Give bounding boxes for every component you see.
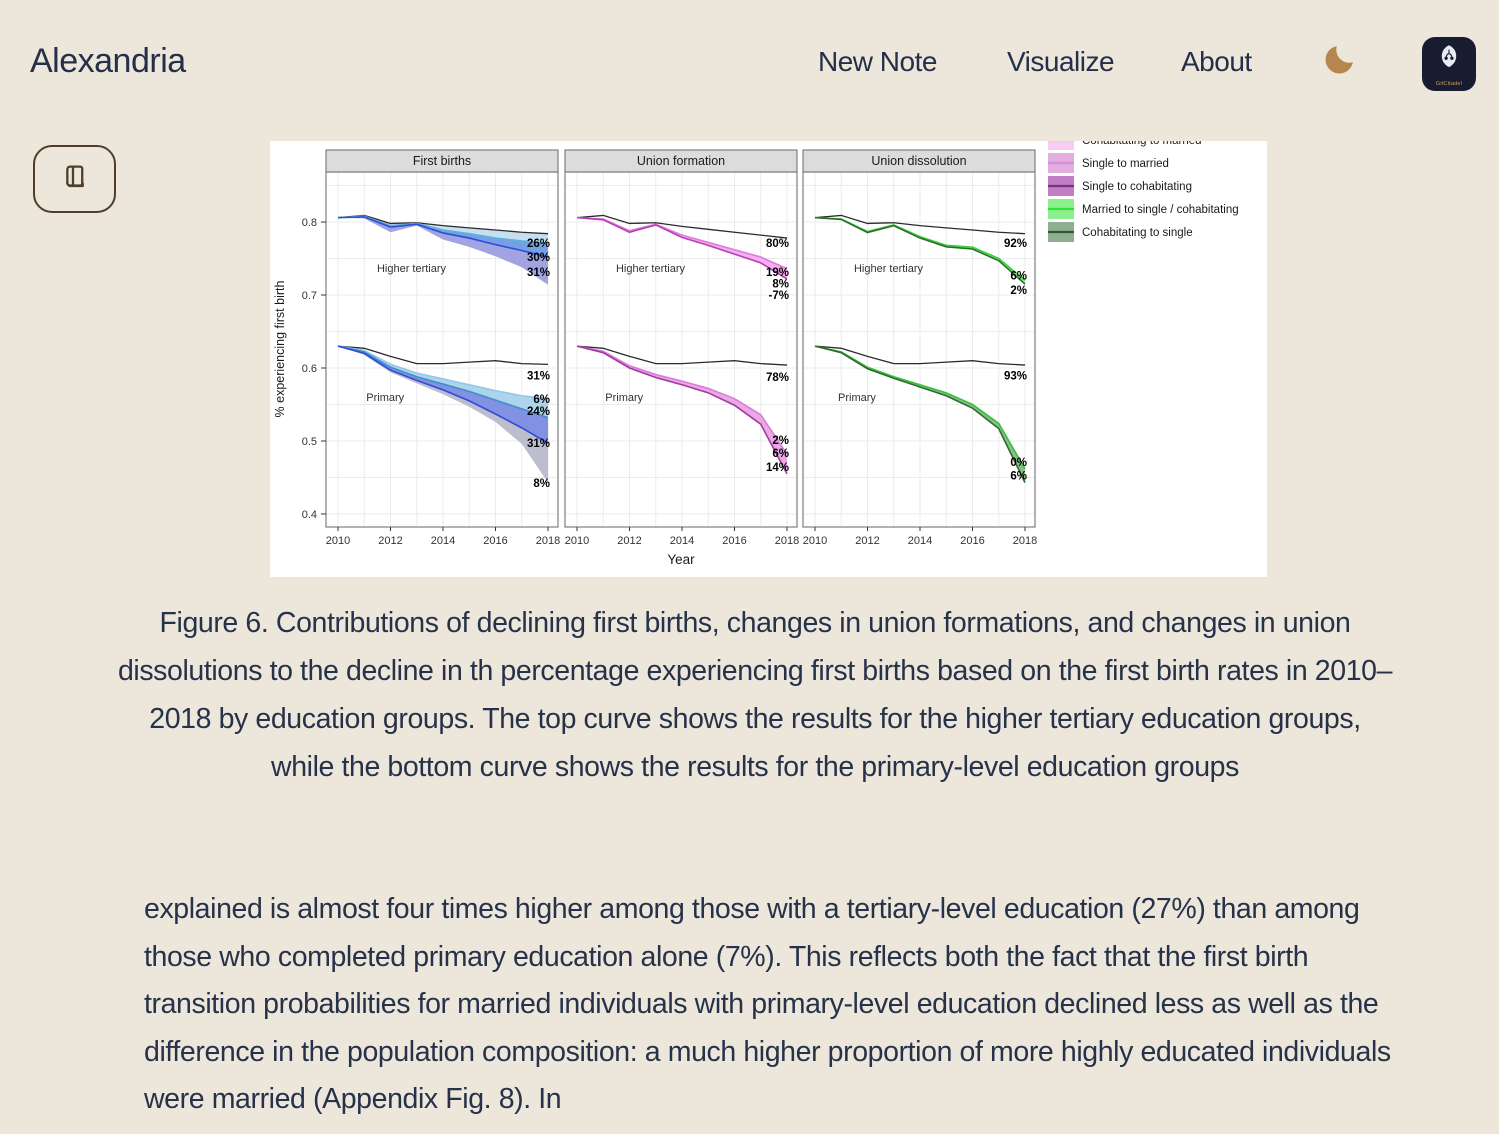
svg-text:2010: 2010 — [803, 535, 827, 547]
svg-text:2%: 2% — [772, 435, 789, 447]
reader-mode-button[interactable] — [33, 145, 116, 213]
svg-text:31%: 31% — [527, 267, 550, 279]
svg-text:24%: 24% — [527, 406, 550, 418]
svg-text:14%: 14% — [766, 462, 789, 474]
svg-text:30%: 30% — [527, 252, 550, 264]
svg-text:80%: 80% — [766, 238, 789, 250]
svg-text:8%: 8% — [772, 279, 789, 291]
svg-text:6%: 6% — [1010, 270, 1027, 282]
svg-text:2%: 2% — [1010, 285, 1027, 297]
svg-text:2012: 2012 — [617, 535, 641, 547]
svg-text:2014: 2014 — [670, 535, 694, 547]
svg-text:6%: 6% — [772, 448, 789, 460]
svg-text:2010: 2010 — [326, 535, 350, 547]
svg-text:2018: 2018 — [1013, 535, 1037, 547]
svg-text:Single to cohabitating: Single to cohabitating — [1082, 181, 1192, 193]
moon-icon — [1322, 45, 1358, 80]
svg-text:6%: 6% — [1010, 470, 1027, 482]
svg-text:0.7: 0.7 — [302, 290, 317, 302]
svg-text:0.4: 0.4 — [302, 509, 317, 521]
svg-text:26%: 26% — [527, 238, 550, 250]
svg-text:-7%: -7% — [769, 290, 789, 302]
svg-text:0.6: 0.6 — [302, 363, 317, 375]
svg-text:2016: 2016 — [722, 535, 746, 547]
svg-text:Married to single / cohabitati: Married to single / cohabitating — [1082, 204, 1239, 216]
svg-text:19%: 19% — [766, 267, 789, 279]
logo-label: GitCitadel — [1435, 81, 1463, 87]
svg-text:% experiencing first birth: % experiencing first birth — [273, 281, 287, 418]
svg-text:92%: 92% — [1004, 238, 1027, 250]
article-paragraph: explained is almost four times higher am… — [144, 893, 1391, 1115]
brand[interactable]: Alexandria — [30, 42, 186, 80]
svg-text:0.8: 0.8 — [302, 217, 317, 229]
gitcitadel-logo-icon — [1434, 41, 1464, 80]
svg-text:2016: 2016 — [483, 535, 507, 547]
svg-text:Cohabitating to married: Cohabitating to married — [1082, 141, 1202, 147]
svg-text:93%: 93% — [1004, 370, 1027, 382]
svg-text:Union formation: Union formation — [637, 154, 725, 168]
svg-text:Single to married: Single to married — [1082, 158, 1169, 170]
nav-visualize[interactable]: Visualize — [1007, 46, 1115, 77]
svg-text:Higher tertiary: Higher tertiary — [616, 263, 686, 275]
svg-text:Higher tertiary: Higher tertiary — [854, 263, 924, 275]
svg-text:2018: 2018 — [536, 535, 560, 547]
nav-about[interactable]: About — [1181, 46, 1252, 77]
svg-text:0.5: 0.5 — [302, 436, 317, 448]
svg-text:31%: 31% — [527, 370, 550, 382]
nav-new-note[interactable]: New Note — [818, 46, 937, 77]
svg-text:31%: 31% — [527, 438, 550, 450]
svg-text:Higher tertiary: Higher tertiary — [377, 263, 447, 275]
svg-text:Primary: Primary — [366, 392, 404, 404]
svg-text:Year: Year — [667, 552, 695, 567]
svg-text:2018: 2018 — [775, 535, 799, 547]
svg-text:2016: 2016 — [960, 535, 984, 547]
svg-text:Primary: Primary — [605, 392, 643, 404]
book-icon — [56, 159, 93, 199]
svg-text:2014: 2014 — [908, 535, 932, 547]
figure-caption: Figure 6. Contributions of declining fir… — [117, 607, 1393, 783]
svg-text:2012: 2012 — [378, 535, 402, 547]
theme-toggle-button[interactable] — [1320, 40, 1360, 80]
svg-text:2010: 2010 — [565, 535, 589, 547]
svg-text:Cohabitating to single: Cohabitating to single — [1082, 227, 1193, 239]
svg-text:First births: First births — [413, 154, 471, 168]
svg-text:0%: 0% — [1010, 457, 1027, 469]
svg-text:2014: 2014 — [431, 535, 455, 547]
gitcitadel-logo[interactable]: GitCitadel — [1422, 37, 1476, 91]
svg-text:6%: 6% — [533, 394, 550, 406]
figure-chart-svg: Higher tertiary26%30%31%Primary31%6%24%3… — [270, 141, 1267, 577]
figure-chart: Higher tertiary 26% 30% 31% Primary 31% 6% 24% 3… — [270, 141, 1267, 577]
svg-text:78%: 78% — [766, 372, 789, 384]
svg-text:Union dissolution: Union dissolution — [871, 154, 966, 168]
svg-text:8%: 8% — [533, 478, 550, 490]
svg-text:Primary: Primary — [838, 392, 876, 404]
svg-text:2012: 2012 — [855, 535, 879, 547]
